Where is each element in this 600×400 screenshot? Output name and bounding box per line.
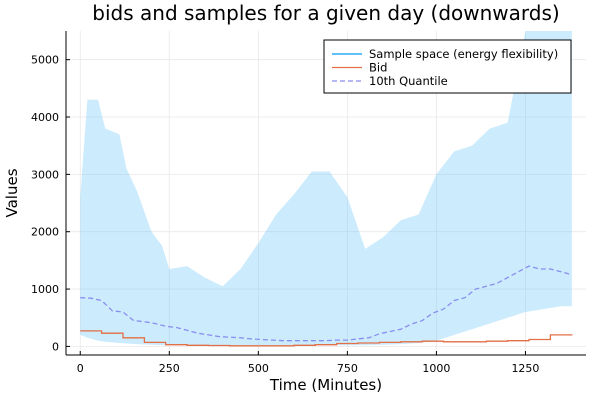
x-axis-label: Time (Minutes) [269,376,382,394]
chart-title: bids and samples for a given day (downwa… [92,1,559,25]
x-tick-label: 250 [159,362,180,375]
legend-label: 10th Quantile [369,74,448,88]
x-tick-label: 500 [248,362,269,375]
y-tick-label: 1000 [31,283,59,296]
sample-space-band [80,31,572,346]
y-tick-label: 2000 [31,226,59,239]
plot-area [80,31,573,347]
y-tick-label: 5000 [31,54,59,67]
legend-box [323,39,572,94]
x-tick-label: 0 [77,362,84,375]
y-tick-label: 4000 [31,111,59,124]
bid-line [80,330,573,347]
y-tick-label: 0 [52,340,59,353]
x-tick-label: 1000 [422,362,450,375]
legend: Sample space (energy flexibility)Bid10th… [323,39,572,94]
y-tick-label: 3000 [31,168,59,181]
legend-label: Bid [369,61,387,75]
quantile-line [80,265,572,342]
y-axis-label: Values [3,168,21,217]
legend-label: Sample space (energy flexibility) [369,47,558,61]
x-tick-label: 1250 [511,362,539,375]
x-tick-label: 750 [337,362,358,375]
axes: 0 250 500 750 1000 1250 0 1000 2000 3000 4000 5000 [31,31,586,375]
